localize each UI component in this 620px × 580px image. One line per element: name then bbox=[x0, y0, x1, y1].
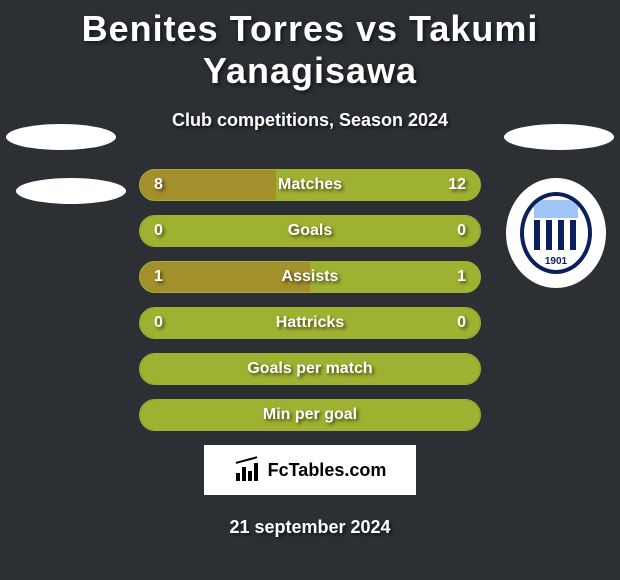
stat-row: Matches8 12 bbox=[139, 169, 481, 201]
stat-value-right: 12 bbox=[448, 176, 466, 194]
stat-label: Matches bbox=[140, 176, 480, 194]
club-badge-year: 1901 bbox=[524, 256, 588, 267]
stat-value-right: 0 bbox=[457, 314, 466, 332]
stat-row: Goals0 0 bbox=[139, 215, 481, 247]
date-label: 21 september 2024 bbox=[0, 517, 620, 538]
fctables-logo-text: FcTables.com bbox=[268, 460, 387, 481]
stat-label: Min per goal bbox=[140, 406, 480, 424]
stat-row: Assists1 1 bbox=[139, 261, 481, 293]
stat-value-left: 1 bbox=[154, 268, 163, 286]
player-b-club-badge: 1901 bbox=[506, 178, 606, 288]
fctables-logo: FcTables.com bbox=[204, 445, 416, 495]
club-badge-inner: 1901 bbox=[520, 192, 592, 274]
player-b-avatar-placeholder bbox=[504, 124, 614, 150]
stat-value-left: 0 bbox=[154, 222, 163, 240]
stat-row: Min per goal bbox=[139, 399, 481, 431]
stat-value-right: 1 bbox=[457, 268, 466, 286]
fctables-logo-icon bbox=[234, 459, 262, 481]
stat-value-left: 0 bbox=[154, 314, 163, 332]
player-a-club-placeholder bbox=[16, 178, 126, 204]
stat-row: Goals per match bbox=[139, 353, 481, 385]
page-title: Benites Torres vs Takumi Yanagisawa bbox=[0, 8, 620, 92]
club-badge-stripes bbox=[534, 220, 578, 250]
player-a-avatar-placeholder bbox=[6, 124, 116, 150]
club-badge-top bbox=[534, 200, 578, 218]
stat-label: Hattricks bbox=[140, 314, 480, 332]
stat-label: Goals bbox=[140, 222, 480, 240]
stat-row: Hattricks0 0 bbox=[139, 307, 481, 339]
stat-value-left: 8 bbox=[154, 176, 163, 194]
stat-value-right: 0 bbox=[457, 222, 466, 240]
stat-label: Assists bbox=[140, 268, 480, 286]
stat-label: Goals per match bbox=[140, 360, 480, 378]
